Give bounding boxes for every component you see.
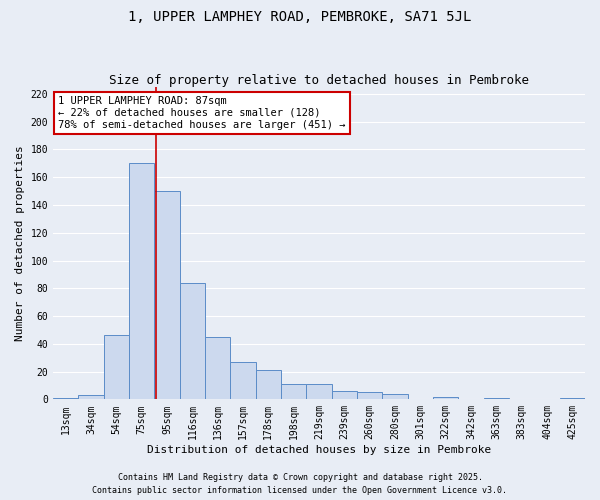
Bar	[230, 362, 256, 400]
Bar	[433, 396, 458, 400]
Bar	[256, 370, 281, 400]
Y-axis label: Number of detached properties: Number of detached properties	[15, 146, 25, 341]
Bar	[205, 337, 230, 400]
Text: 1, UPPER LAMPHEY ROAD, PEMBROKE, SA71 5JL: 1, UPPER LAMPHEY ROAD, PEMBROKE, SA71 5J…	[128, 10, 472, 24]
Bar	[484, 398, 509, 400]
Bar	[179, 282, 205, 400]
Title: Size of property relative to detached houses in Pembroke: Size of property relative to detached ho…	[109, 74, 529, 87]
Bar	[332, 391, 357, 400]
Bar	[79, 395, 104, 400]
Bar	[53, 398, 79, 400]
Bar	[560, 398, 585, 400]
Text: Contains HM Land Registry data © Crown copyright and database right 2025.
Contai: Contains HM Land Registry data © Crown c…	[92, 474, 508, 495]
Bar	[382, 394, 407, 400]
Text: 1 UPPER LAMPHEY ROAD: 87sqm
← 22% of detached houses are smaller (128)
78% of se: 1 UPPER LAMPHEY ROAD: 87sqm ← 22% of det…	[58, 96, 346, 130]
Bar	[104, 336, 129, 400]
Bar	[357, 392, 382, 400]
X-axis label: Distribution of detached houses by size in Pembroke: Distribution of detached houses by size …	[147, 445, 491, 455]
Bar	[129, 164, 154, 400]
Bar	[281, 384, 307, 400]
Bar	[154, 191, 179, 400]
Bar	[307, 384, 332, 400]
